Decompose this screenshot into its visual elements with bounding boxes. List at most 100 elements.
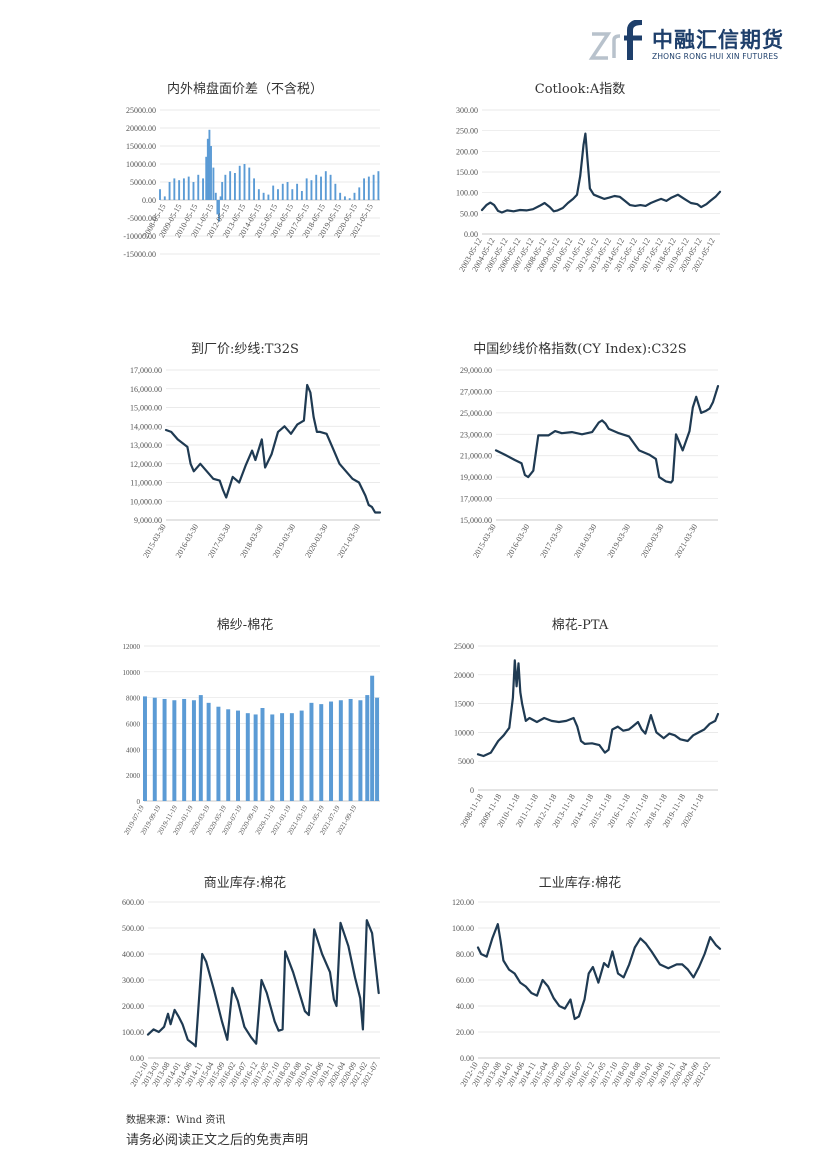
bar bbox=[245, 713, 250, 801]
y-tick-label: 14,000.00 bbox=[130, 422, 162, 431]
y-tick-label: 17,000.00 bbox=[130, 366, 162, 375]
bar bbox=[348, 698, 353, 801]
y-tick-label: 20000.00 bbox=[126, 124, 156, 133]
x-tick-label: 2019-03-30 bbox=[271, 522, 297, 559]
series-line bbox=[480, 132, 722, 214]
y-tick-label: 10000 bbox=[454, 728, 474, 737]
x-tick-label: 2021-03-30 bbox=[336, 523, 362, 560]
bar bbox=[173, 178, 176, 200]
series-line bbox=[146, 919, 380, 1048]
y-tick-label: 600.00 bbox=[122, 898, 144, 907]
bar bbox=[218, 200, 220, 222]
y-tick-label: 10,000.00 bbox=[130, 497, 162, 506]
x-tick-label: 2017-03-30 bbox=[206, 523, 232, 560]
y-tick-label: 17,000.00 bbox=[460, 495, 492, 504]
bar bbox=[260, 708, 265, 801]
bar bbox=[343, 196, 346, 200]
chart-plot-area: 17,000.00 16,000.00 15,000.00 14,000.00 13,0… bbox=[130, 366, 382, 560]
y-tick-label: 20000 bbox=[454, 671, 474, 680]
y-tick-label: 80.00 bbox=[456, 950, 474, 959]
y-tick-label: 15000.00 bbox=[126, 142, 156, 151]
chart-cy-index-c32s: 中国纱线价格指数(CY Index):C32S 29,000.00 27,000.… bbox=[430, 336, 730, 580]
bar bbox=[253, 178, 256, 200]
bar bbox=[367, 176, 370, 200]
bar bbox=[142, 696, 147, 801]
bar bbox=[267, 194, 270, 200]
x-tick-label: 2021-03-30 bbox=[673, 522, 699, 559]
bar bbox=[286, 182, 289, 200]
y-tick-label: 2000 bbox=[126, 772, 141, 780]
y-tick-label: 25,000.00 bbox=[460, 409, 492, 418]
chart-title: 商业库存:棉花 bbox=[203, 876, 287, 891]
y-tick-label: 0 bbox=[470, 786, 474, 795]
chart-plot-area: 600.00 500.00 400.00 300.00 200.00 100.00 0.00… bbox=[122, 898, 380, 1088]
y-tick-label: 10000.00 bbox=[126, 160, 156, 169]
bar bbox=[270, 714, 275, 801]
bar bbox=[197, 174, 200, 200]
bar bbox=[159, 189, 161, 200]
chart-title: 棉纱-棉花 bbox=[216, 618, 274, 633]
y-tick-label: 50.00 bbox=[460, 209, 478, 218]
bar bbox=[289, 713, 294, 801]
bar bbox=[163, 196, 166, 200]
y-tick-label: 12000 bbox=[123, 643, 141, 651]
chart-yarn-cotton-spread: 棉纱-棉花 12000 10000 8000 6000 4000 2000 0 2019-07… bbox=[100, 612, 390, 856]
y-tick-label: 15,000.00 bbox=[130, 404, 162, 413]
y-tick-label: 15,000.00 bbox=[460, 516, 492, 525]
chart-industrial-inventory: 工业库存:棉花 120.00 100.00 80.00 60.00 40.00 20.00… bbox=[430, 870, 730, 1110]
y-tick-label: 16,000.00 bbox=[130, 385, 162, 394]
bar bbox=[191, 700, 196, 801]
y-tick-label: 0 bbox=[137, 798, 141, 806]
bar bbox=[208, 129, 211, 200]
chart-title: 棉花-PTA bbox=[551, 618, 609, 633]
y-tick-label: 19,000.00 bbox=[460, 473, 492, 482]
y-tick-label: 15000 bbox=[454, 700, 474, 709]
bar bbox=[272, 185, 275, 200]
bar bbox=[339, 192, 342, 200]
bar bbox=[329, 174, 332, 200]
data-source-note: 数据来源：Wind 资讯 bbox=[126, 1115, 226, 1126]
y-tick-label: 150.00 bbox=[456, 168, 478, 177]
bar bbox=[229, 171, 232, 200]
chart-spread-domestic-foreign: 内外棉盘面价差（不含税） 25000.00 20000.00 15000.00 100… bbox=[100, 76, 390, 320]
x-tick-label: 2018-03-30 bbox=[572, 523, 598, 560]
y-tick-label: 23,000.00 bbox=[460, 430, 492, 439]
bar bbox=[299, 710, 304, 801]
bar bbox=[324, 171, 327, 200]
bar bbox=[216, 200, 219, 215]
y-tick-label: 60.00 bbox=[456, 976, 474, 985]
y-tick-label: 200.00 bbox=[456, 147, 478, 156]
y-tick-label: 29,000.00 bbox=[460, 366, 492, 375]
y-tick-label: 300.00 bbox=[456, 106, 478, 115]
bar bbox=[363, 178, 366, 200]
bar bbox=[377, 171, 380, 200]
bar bbox=[358, 700, 363, 801]
y-tick-label: 6000 bbox=[126, 721, 141, 729]
company-logo: 中融汇信期货 ZHONG RONG HUI XIN FUTURES bbox=[588, 20, 788, 68]
y-tick-label: -15000.00 bbox=[123, 250, 156, 259]
bar bbox=[187, 176, 190, 200]
bar bbox=[248, 167, 251, 200]
y-tick-label: 100.00 bbox=[452, 924, 474, 933]
bar bbox=[309, 702, 314, 801]
bar bbox=[334, 183, 337, 200]
bar bbox=[277, 189, 279, 200]
chart-plot-area: 120.00100.0080.0060.0040.0020.000.002012… bbox=[452, 898, 722, 1088]
series-line bbox=[476, 923, 722, 1021]
bar bbox=[243, 164, 246, 200]
x-tick-label: 2015-03-30 bbox=[141, 523, 167, 560]
bar bbox=[253, 714, 258, 801]
y-tick-label: 100.00 bbox=[122, 1028, 144, 1037]
bar bbox=[319, 704, 324, 801]
x-tick-label: 2016-03-30 bbox=[174, 523, 200, 560]
logo-mark-icon bbox=[588, 20, 643, 60]
bar bbox=[152, 697, 157, 801]
series-line bbox=[494, 385, 720, 484]
bar bbox=[162, 698, 167, 801]
chart-plot-area: 1200010000800060004000200002019-07-19201… bbox=[122, 643, 380, 836]
bar bbox=[221, 182, 224, 200]
logo-text-cn: 中融汇信期货 bbox=[652, 28, 784, 52]
bar bbox=[226, 709, 231, 801]
disclaimer-note: 请务必阅读正文之后的免责声明 bbox=[126, 1133, 309, 1148]
bar bbox=[370, 675, 375, 801]
